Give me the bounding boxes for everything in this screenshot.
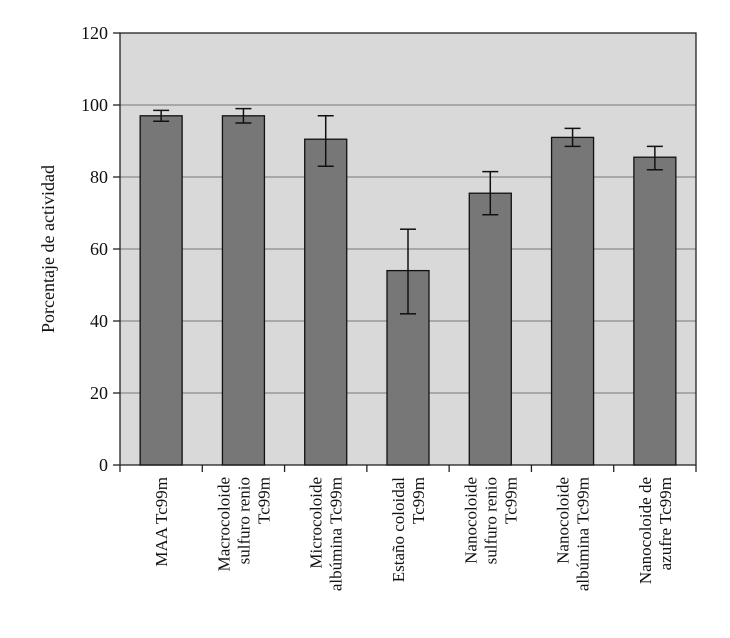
y-tick-label: 0 bbox=[99, 455, 108, 475]
x-tick-label: Nanocoloide bbox=[461, 477, 480, 564]
y-tick-label: 60 bbox=[90, 239, 108, 259]
y-tick-label: 120 bbox=[81, 23, 108, 43]
x-tick-label: Tc99m bbox=[409, 477, 428, 524]
bar bbox=[468, 192, 512, 466]
x-tick-label: azufre Tc99m bbox=[656, 477, 675, 570]
x-tick-label: MAA Tc99m bbox=[152, 477, 171, 567]
x-tick-label: Tc99m bbox=[254, 477, 273, 524]
y-tick-label: 80 bbox=[90, 167, 108, 187]
x-tick-label: albúmina Tc99m bbox=[327, 477, 346, 591]
x-tick-label: Estaño coloidal bbox=[389, 477, 408, 583]
x-tick-label: Macrocoloide bbox=[214, 477, 233, 571]
x-tick-label: Nanocoloide de bbox=[636, 477, 655, 584]
x-tick-label: albúmina Tc99m bbox=[574, 477, 593, 591]
bar bbox=[221, 115, 266, 466]
bar bbox=[633, 156, 677, 466]
y-tick-label: 40 bbox=[90, 311, 108, 331]
bar bbox=[550, 136, 595, 466]
x-tick-label: Tc99m bbox=[501, 477, 520, 524]
bar bbox=[139, 115, 183, 466]
y-tick-label: 100 bbox=[81, 95, 108, 115]
bar bbox=[304, 138, 348, 466]
x-tick-label: sulfuro renio bbox=[234, 477, 253, 564]
y-tick-label: 20 bbox=[90, 383, 108, 403]
x-tick-label: sulfuro renio bbox=[481, 477, 500, 564]
x-tick-label: Nanocoloide bbox=[554, 477, 573, 564]
x-tick-label: Microcoloide bbox=[307, 477, 326, 569]
y-axis-title: Porcentaje de actividad bbox=[38, 165, 58, 333]
